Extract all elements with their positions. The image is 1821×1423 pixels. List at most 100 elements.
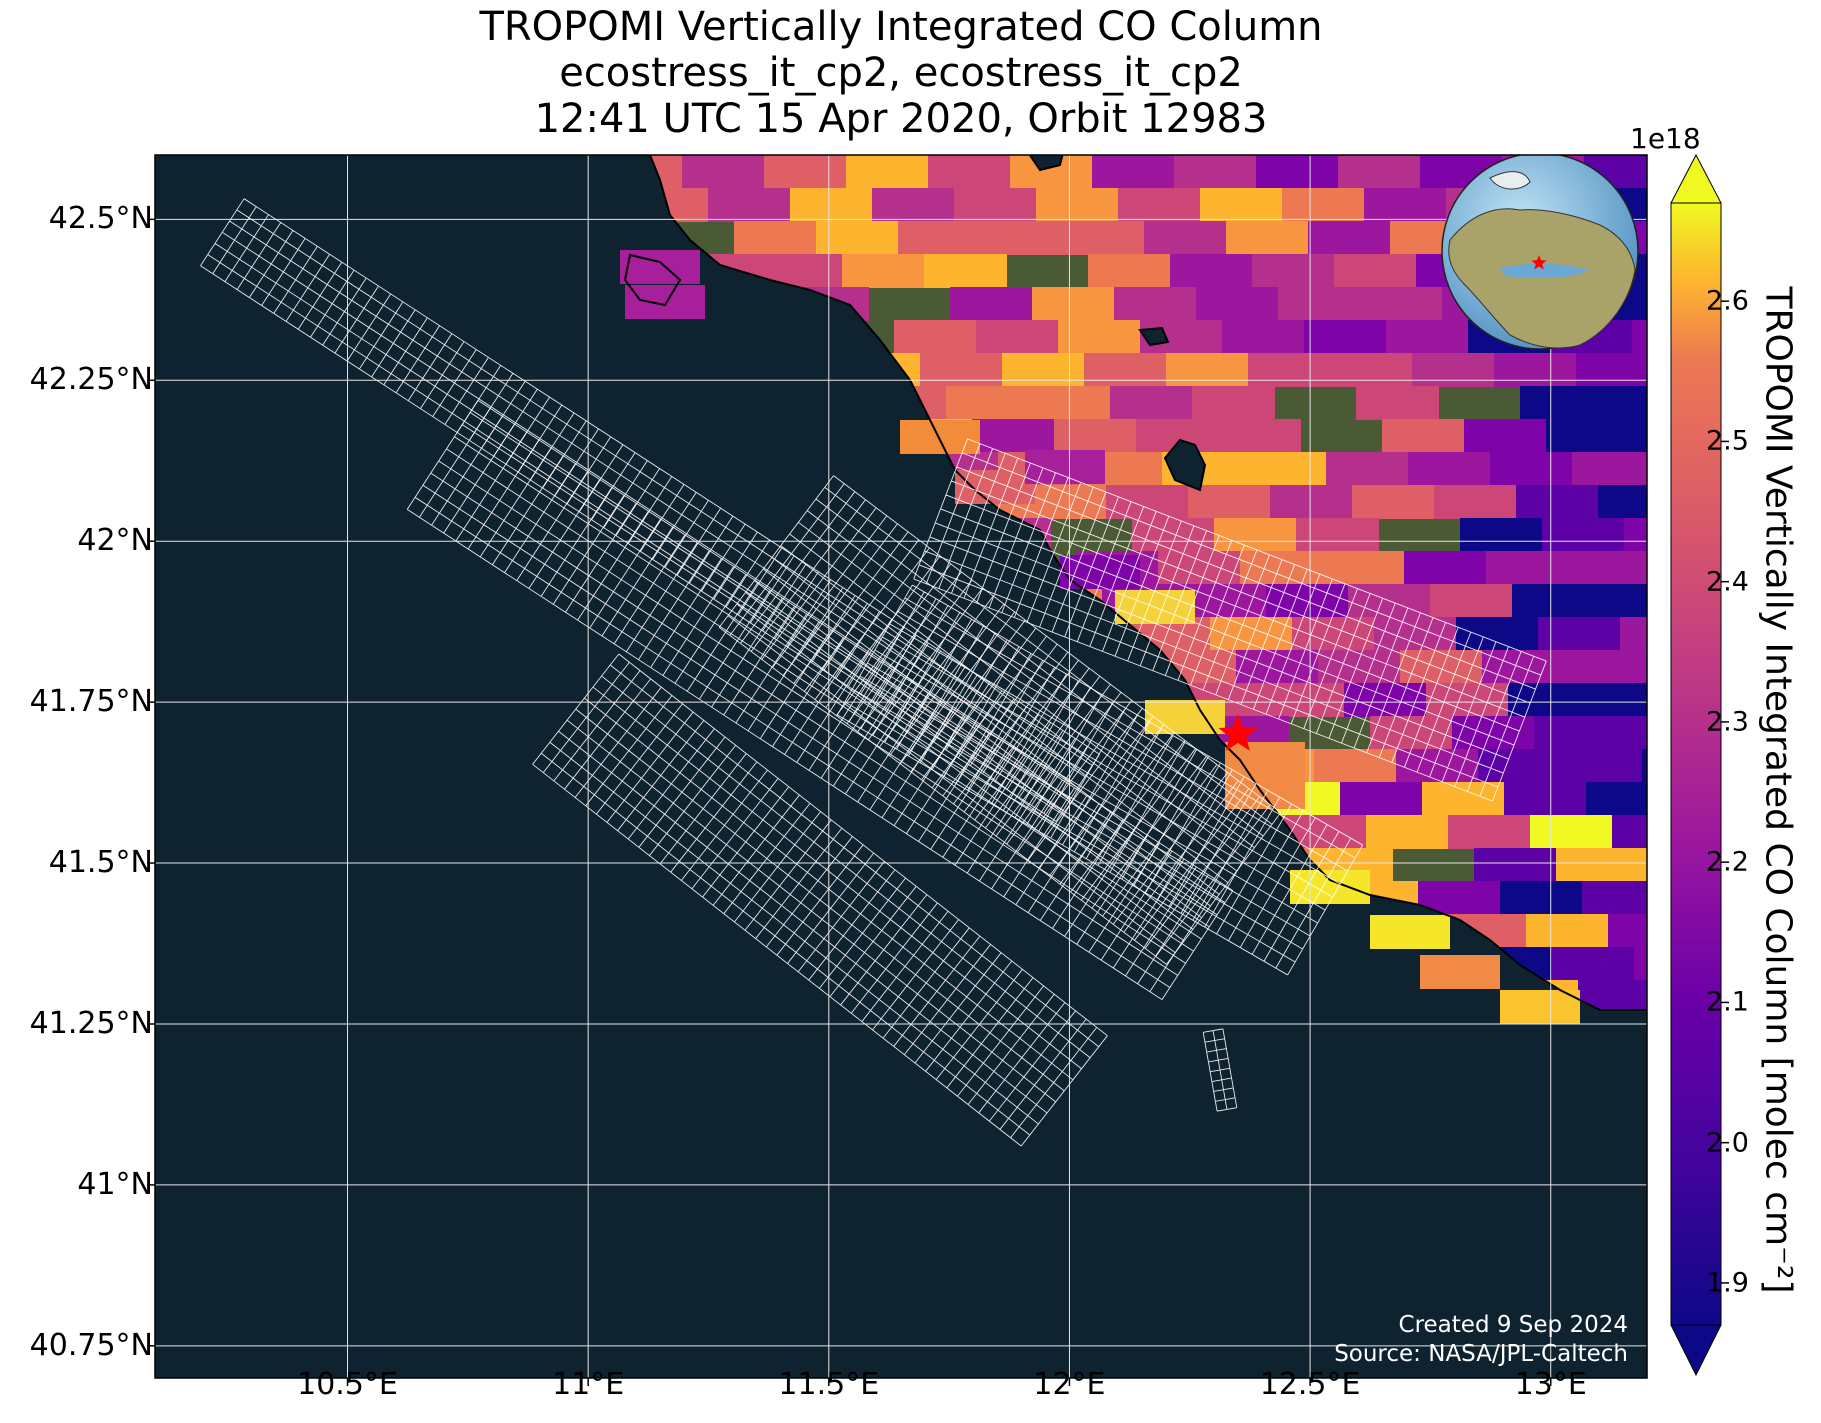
tropomi-pixel <box>980 221 1063 255</box>
tropomi-pixel <box>1188 485 1271 519</box>
sea-mask <box>155 155 1647 1378</box>
swath-grid <box>406 400 1234 1000</box>
tropomi-pixel <box>1196 287 1279 321</box>
tropomi-pixel <box>1114 287 1197 321</box>
swath-grid <box>913 438 1547 802</box>
tropomi-pixel <box>1054 419 1137 453</box>
tropomi-pixel <box>1338 155 1421 189</box>
tropomi-pixel <box>842 254 925 288</box>
tropomi-pixel <box>1478 749 1561 783</box>
colorbar-tick-label: 2.3 <box>1706 706 1749 738</box>
tropomi-pixel <box>1512 584 1595 618</box>
lat-label: 41.75°N <box>29 684 153 720</box>
tropomi-pixel <box>1420 955 1500 989</box>
tropomi-pixel <box>764 155 847 189</box>
tropomi-pixel <box>1412 353 1495 387</box>
tropomi-pixel <box>1364 188 1447 222</box>
tropomi-pixel <box>894 320 977 354</box>
tropomi-pixel <box>1214 518 1297 552</box>
inset-globe <box>1441 155 1639 350</box>
tropomi-pixel <box>1422 782 1505 816</box>
tropomi-pixel <box>790 188 873 222</box>
swath-grid <box>718 475 1282 965</box>
tropomi-pixel <box>1222 320 1305 354</box>
credit-source: Source: NASA/JPL-Caltech <box>1334 1341 1628 1367</box>
tropomi-pixel <box>1504 782 1587 816</box>
colorbar-tick-label: 2.1 <box>1706 986 1749 1018</box>
tropomi-pixel <box>625 285 705 319</box>
tropomi-pixel <box>1382 419 1465 453</box>
globe-land-iceland <box>1489 171 1531 190</box>
lat-label: 41°N <box>77 1166 153 1202</box>
tropomi-pixel <box>1572 452 1647 486</box>
colorbar-tick-label: 2.5 <box>1706 425 1749 457</box>
tropomi-pixel <box>1292 617 1375 651</box>
tropomi-pixel <box>1620 617 1647 651</box>
tropomi-pixel <box>1602 386 1647 420</box>
tropomi-pixel <box>1360 287 1443 321</box>
lat-label: 42°N <box>77 523 153 559</box>
tropomi-pixel <box>1634 947 1647 981</box>
tropomi-pixel <box>898 221 981 255</box>
tropomi-pixel <box>1636 221 1647 255</box>
tropomi-pixel <box>1110 386 1193 420</box>
tropomi-pixel <box>1464 419 1547 453</box>
lon-label: 12.5°E <box>1259 1367 1361 1402</box>
tropomi-pixel <box>1594 584 1647 618</box>
tropomi-pixel <box>972 419 1055 453</box>
target-site-star-icon <box>1218 713 1258 751</box>
tropomi-pixel <box>1170 254 1253 288</box>
tropomi-pixel <box>1144 221 1227 255</box>
tropomi-pixel <box>1576 353 1647 387</box>
tropomi-pixel <box>1632 320 1647 354</box>
tropomi-pixel <box>954 188 1037 222</box>
colorbar-extend-max <box>1670 153 1722 204</box>
tropomi-pixel <box>1106 485 1189 519</box>
tropomi-pixel <box>1494 353 1577 387</box>
tropomi-pixel <box>1326 452 1409 486</box>
tropomi-pixel <box>1408 452 1491 486</box>
tropomi-pixel <box>1225 742 1305 776</box>
tropomi-pixel <box>1430 584 1513 618</box>
swath-grid <box>200 198 1100 822</box>
tropomi-pixel <box>1530 815 1613 849</box>
tropomi-pixel <box>1516 485 1599 519</box>
tropomi-pixel <box>1166 353 1249 387</box>
tropomi-pixel <box>1590 683 1647 717</box>
tropomi-pixel <box>1174 155 1257 189</box>
tropomi-pixel <box>1340 782 1423 816</box>
tropomi-pixel <box>1058 320 1141 354</box>
colorbar-tick-marks <box>1721 300 1729 1284</box>
tropomi-pixel <box>1612 815 1647 849</box>
tropomi-pixel <box>1434 485 1517 519</box>
tropomi-pixel <box>1370 915 1450 949</box>
tropomi-pixel <box>816 221 899 255</box>
swath-cells <box>406 400 1234 1000</box>
tropomi-pixel <box>1582 881 1647 915</box>
tropomi-pixel <box>1564 650 1647 684</box>
tropomi-pixel <box>1314 749 1397 783</box>
tropomi-pixel <box>1628 419 1647 453</box>
tropomi-pixel <box>1308 221 1391 255</box>
colorbar <box>1670 153 1729 1377</box>
tropomi-pixel <box>1330 353 1413 387</box>
colorbar-label: TROPOMI Vertically Integrated CO Column … <box>1757 286 1799 1294</box>
tropomi-pixel <box>1624 518 1647 552</box>
tropomi-pixel <box>1638 848 1647 882</box>
colorbar-extend-min <box>1670 1324 1722 1377</box>
tropomi-pixel <box>1084 353 1167 387</box>
tropomi-pixel <box>1248 353 1331 387</box>
tropomi-pixel <box>1244 452 1327 486</box>
tropomi-pixel <box>1218 419 1301 453</box>
tropomi-pixel <box>1322 551 1405 585</box>
tropomi-pixel <box>1546 419 1629 453</box>
tropomi-pixel <box>1520 386 1603 420</box>
tropomi-pixel <box>682 155 765 189</box>
tropomi-pixel <box>1810 650 1821 684</box>
coastline <box>649 155 1647 1011</box>
tropomi-pixel <box>1448 815 1531 849</box>
colorbar-tick-label: 1.9 <box>1706 1267 1749 1299</box>
lon-label: 11°E <box>552 1367 625 1402</box>
colorbar-scale <box>1670 202 1722 1326</box>
map-frame <box>154 154 1648 1379</box>
